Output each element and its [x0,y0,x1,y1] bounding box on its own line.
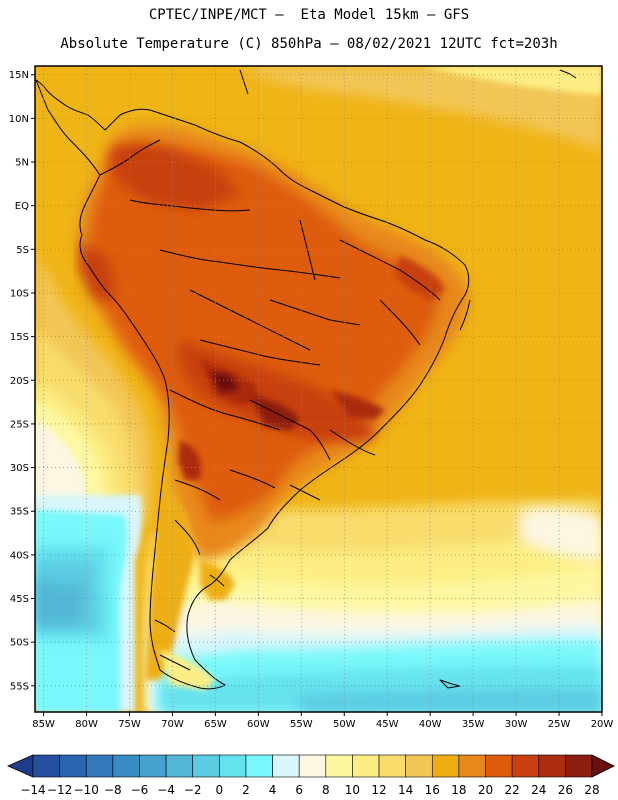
colorbar-label: −6 [131,783,149,797]
colorbar-label: 10 [345,783,360,797]
colorbar-label: 2 [242,783,250,797]
lon-label: 70W [161,719,184,730]
colorbar-label: −10 [74,783,99,797]
colorbar-swatch [298,754,327,778]
lon-label: 80W [75,719,98,730]
lat-label: 10S [10,288,29,299]
lat-label: 25S [10,419,29,430]
colorbar-swatch [431,754,460,778]
axis-labels: 85W 80W 75W 70W 65W 60W 55W 50W 45W 40W 35W 30W 25W 2… [9,70,614,730]
colorbar-high-arrow [591,754,615,778]
colorbar-swatch [59,754,87,778]
lon-label: 55W [290,719,313,730]
lat-label: 35S [10,507,29,518]
colorbar-swatch [538,754,566,778]
colorbar-label: 8 [322,783,330,797]
colorbar-swatch [165,754,194,778]
colorbar-swatch [565,754,593,778]
lat-label: 50S [10,638,29,649]
colorbar-label: 26 [558,783,573,797]
colorbar-swatch [272,754,300,778]
map-title-line1: CPTEC/INPE/MCT – Eta Model 15km – GFS [148,7,470,23]
lat-label: EQ [15,201,29,212]
colorbar-label: 20 [478,783,493,797]
colorbar: −14 −12 −10 −8 −6 −4 −2 0 2 4 6 8 10 12 14 16 18 20 22 24 26… [7,754,615,797]
colorbar-label: 16 [425,783,440,797]
colorbar-label: 24 [531,783,546,797]
colorbar-low-arrow [7,754,34,778]
colorbar-swatch [112,754,140,778]
lat-label: 15N [9,70,29,81]
lat-label: 55S [10,681,29,692]
colorbar-label: 4 [269,783,277,797]
lon-label: 65W [204,719,227,730]
map-title-line2: Absolute Temperature (C) 850hPa – 08/02/… [60,36,558,52]
colorbar-label: 12 [371,783,386,797]
colorbar-label: 6 [295,783,303,797]
lon-label: 75W [118,719,141,730]
lon-label: 40W [419,719,442,730]
colorbar-label: −8 [104,783,122,797]
lon-label: 30W [505,719,528,730]
colorbar-swatch [485,754,513,778]
lon-label: 20W [591,719,614,730]
colorbar-label: 0 [216,783,224,797]
lat-label: 45S [10,594,29,605]
colorbar-swatch [325,754,353,778]
colorbar-swatch [378,754,406,778]
lat-label: 40S [10,550,29,561]
colorbar-label: 22 [505,783,520,797]
lon-label: 35W [462,719,485,730]
colorbar-label: 28 [584,783,599,797]
colorbar-swatch [85,754,114,778]
colorbar-swatch [458,754,486,778]
colorbar-label: 14 [398,783,413,797]
colorbar-swatch [405,754,433,778]
colorbar-label: −2 [184,783,202,797]
colorbar-swatch [352,754,380,778]
lat-label: 5N [15,158,29,169]
lat-lon-grid [35,66,603,712]
temperature-field [35,66,602,712]
lat-label: 20S [10,376,29,387]
lon-label: 60W [247,719,270,730]
lat-label: 5S [16,245,29,256]
colorbar-swatch [219,754,247,778]
colorbar-label: −4 [157,783,175,797]
colorbar-swatch [511,754,540,778]
coastlines [35,69,577,690]
map-frame [34,65,603,713]
colorbar-label: 18 [451,783,466,797]
colorbar-swatch [32,754,60,778]
lat-label: 10N [9,114,29,125]
lon-label: 25W [548,719,571,730]
lat-label: 15S [10,332,29,343]
lon-label: 45W [376,719,399,730]
colorbar-swatch [245,754,273,778]
lat-label: 30S [10,463,29,474]
colorbar-swatch [139,754,167,778]
lon-label: 50W [333,719,356,730]
lon-label: 85W [32,719,55,730]
colorbar-swatch [192,754,220,778]
colorbar-label: −12 [47,783,72,797]
colorbar-label: −14 [20,783,45,797]
